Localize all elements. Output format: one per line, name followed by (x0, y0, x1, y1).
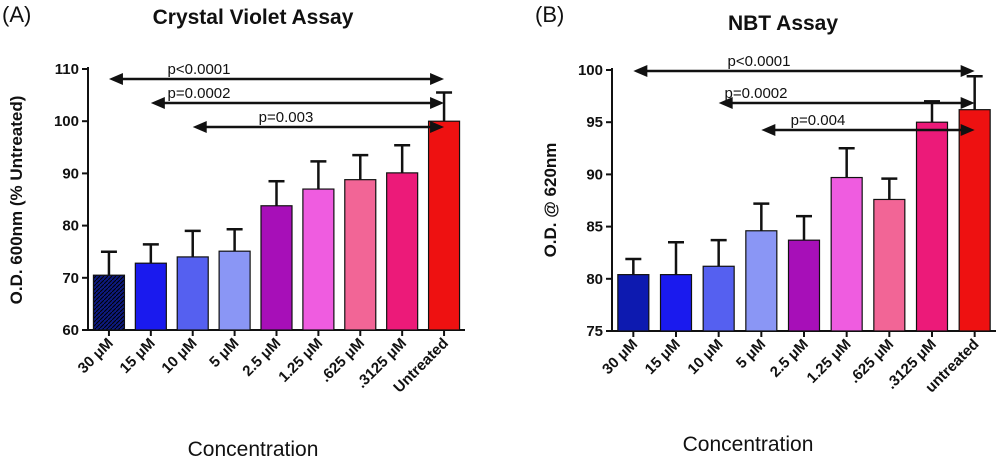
p-value-label: p=0.003 (259, 109, 314, 126)
arrow-head-right (430, 121, 445, 133)
p-value-label: p<0.0001 (728, 53, 791, 70)
arrow-head-left (108, 73, 123, 85)
panel-crystal-violet: (A) Crystal Violet Assay O.D. 600nm (% U… (2, 2, 465, 461)
y-tick-label: 90 (586, 166, 603, 183)
chart-title: NBT Assay (728, 12, 838, 35)
x-tick-label: 15 μM (117, 335, 159, 377)
bar (958, 109, 991, 332)
panel-nbt: (B) NBT Assay O.D. @ 620nm Concentration… (535, 2, 996, 456)
bar (915, 121, 949, 332)
arrow-head-right (960, 97, 975, 109)
bar (134, 262, 167, 331)
panel-label: (A) (2, 2, 31, 27)
arrow-head-right (960, 124, 975, 136)
x-tick-label: 30 μM (75, 335, 117, 377)
arrow-head-left (633, 65, 648, 77)
p-value-label: p=0.0002 (725, 85, 788, 102)
y-tick-label: 110 (55, 61, 79, 78)
x-tick-label: 1.25 μM (275, 335, 326, 386)
x-tick-label: 30 μM (599, 336, 641, 378)
bar (873, 198, 906, 332)
p-value-label: p=0.004 (791, 112, 846, 129)
y-tick-label: 60 (62, 322, 79, 339)
y-tick-label: 80 (62, 218, 79, 235)
x-axis-label: Concentration (683, 433, 814, 456)
x-tick-label: 15 μM (642, 336, 684, 378)
y-tick-label: 100 (54, 113, 79, 130)
bar (659, 274, 693, 332)
arrow-head-right (960, 65, 975, 77)
x-tick-label: 5 μM (733, 336, 769, 372)
x-tick-label: 10 μM (158, 335, 200, 377)
bar (787, 239, 821, 332)
y-axis-label: O.D. 600nm (% Untreated) (7, 96, 26, 305)
x-axis-label: Concentration (188, 438, 319, 461)
arrow-head-right (430, 73, 445, 85)
y-tick-label: 75 (586, 323, 603, 340)
y-tick-label: 80 (586, 271, 603, 288)
x-tick-label: 5 μM (206, 335, 242, 371)
arrow-head-left (718, 97, 733, 109)
bar (702, 265, 735, 332)
arrow-head-left (192, 121, 207, 133)
y-tick-label: 95 (586, 114, 603, 131)
arrow-head-right (430, 97, 445, 109)
chart-title: Crystal Violet Assay (153, 6, 354, 29)
bar (386, 172, 419, 331)
p-value-label: p<0.0001 (168, 61, 231, 78)
x-tick-label: 10 μM (684, 336, 726, 378)
bar (218, 250, 251, 331)
y-tick-label: 70 (62, 270, 79, 287)
panel-label: (B) (535, 2, 564, 27)
bar (302, 188, 335, 331)
arrow-head-left (761, 124, 776, 136)
bar (92, 274, 126, 331)
bar (176, 256, 209, 331)
bar (745, 230, 778, 332)
y-tick-label: 85 (586, 219, 603, 236)
bar (344, 179, 377, 331)
bar (617, 274, 650, 332)
arrow-head-left (150, 97, 165, 109)
p-value-label: p=0.0002 (168, 85, 231, 102)
y-tick-label: 100 (578, 62, 603, 79)
bar (260, 205, 293, 331)
x-tick-label: 1.25 μM (804, 336, 855, 387)
y-tick-label: 90 (62, 165, 79, 182)
bar (830, 176, 863, 332)
bar (427, 120, 461, 331)
y-axis-label: O.D. @ 620nm (541, 143, 560, 258)
